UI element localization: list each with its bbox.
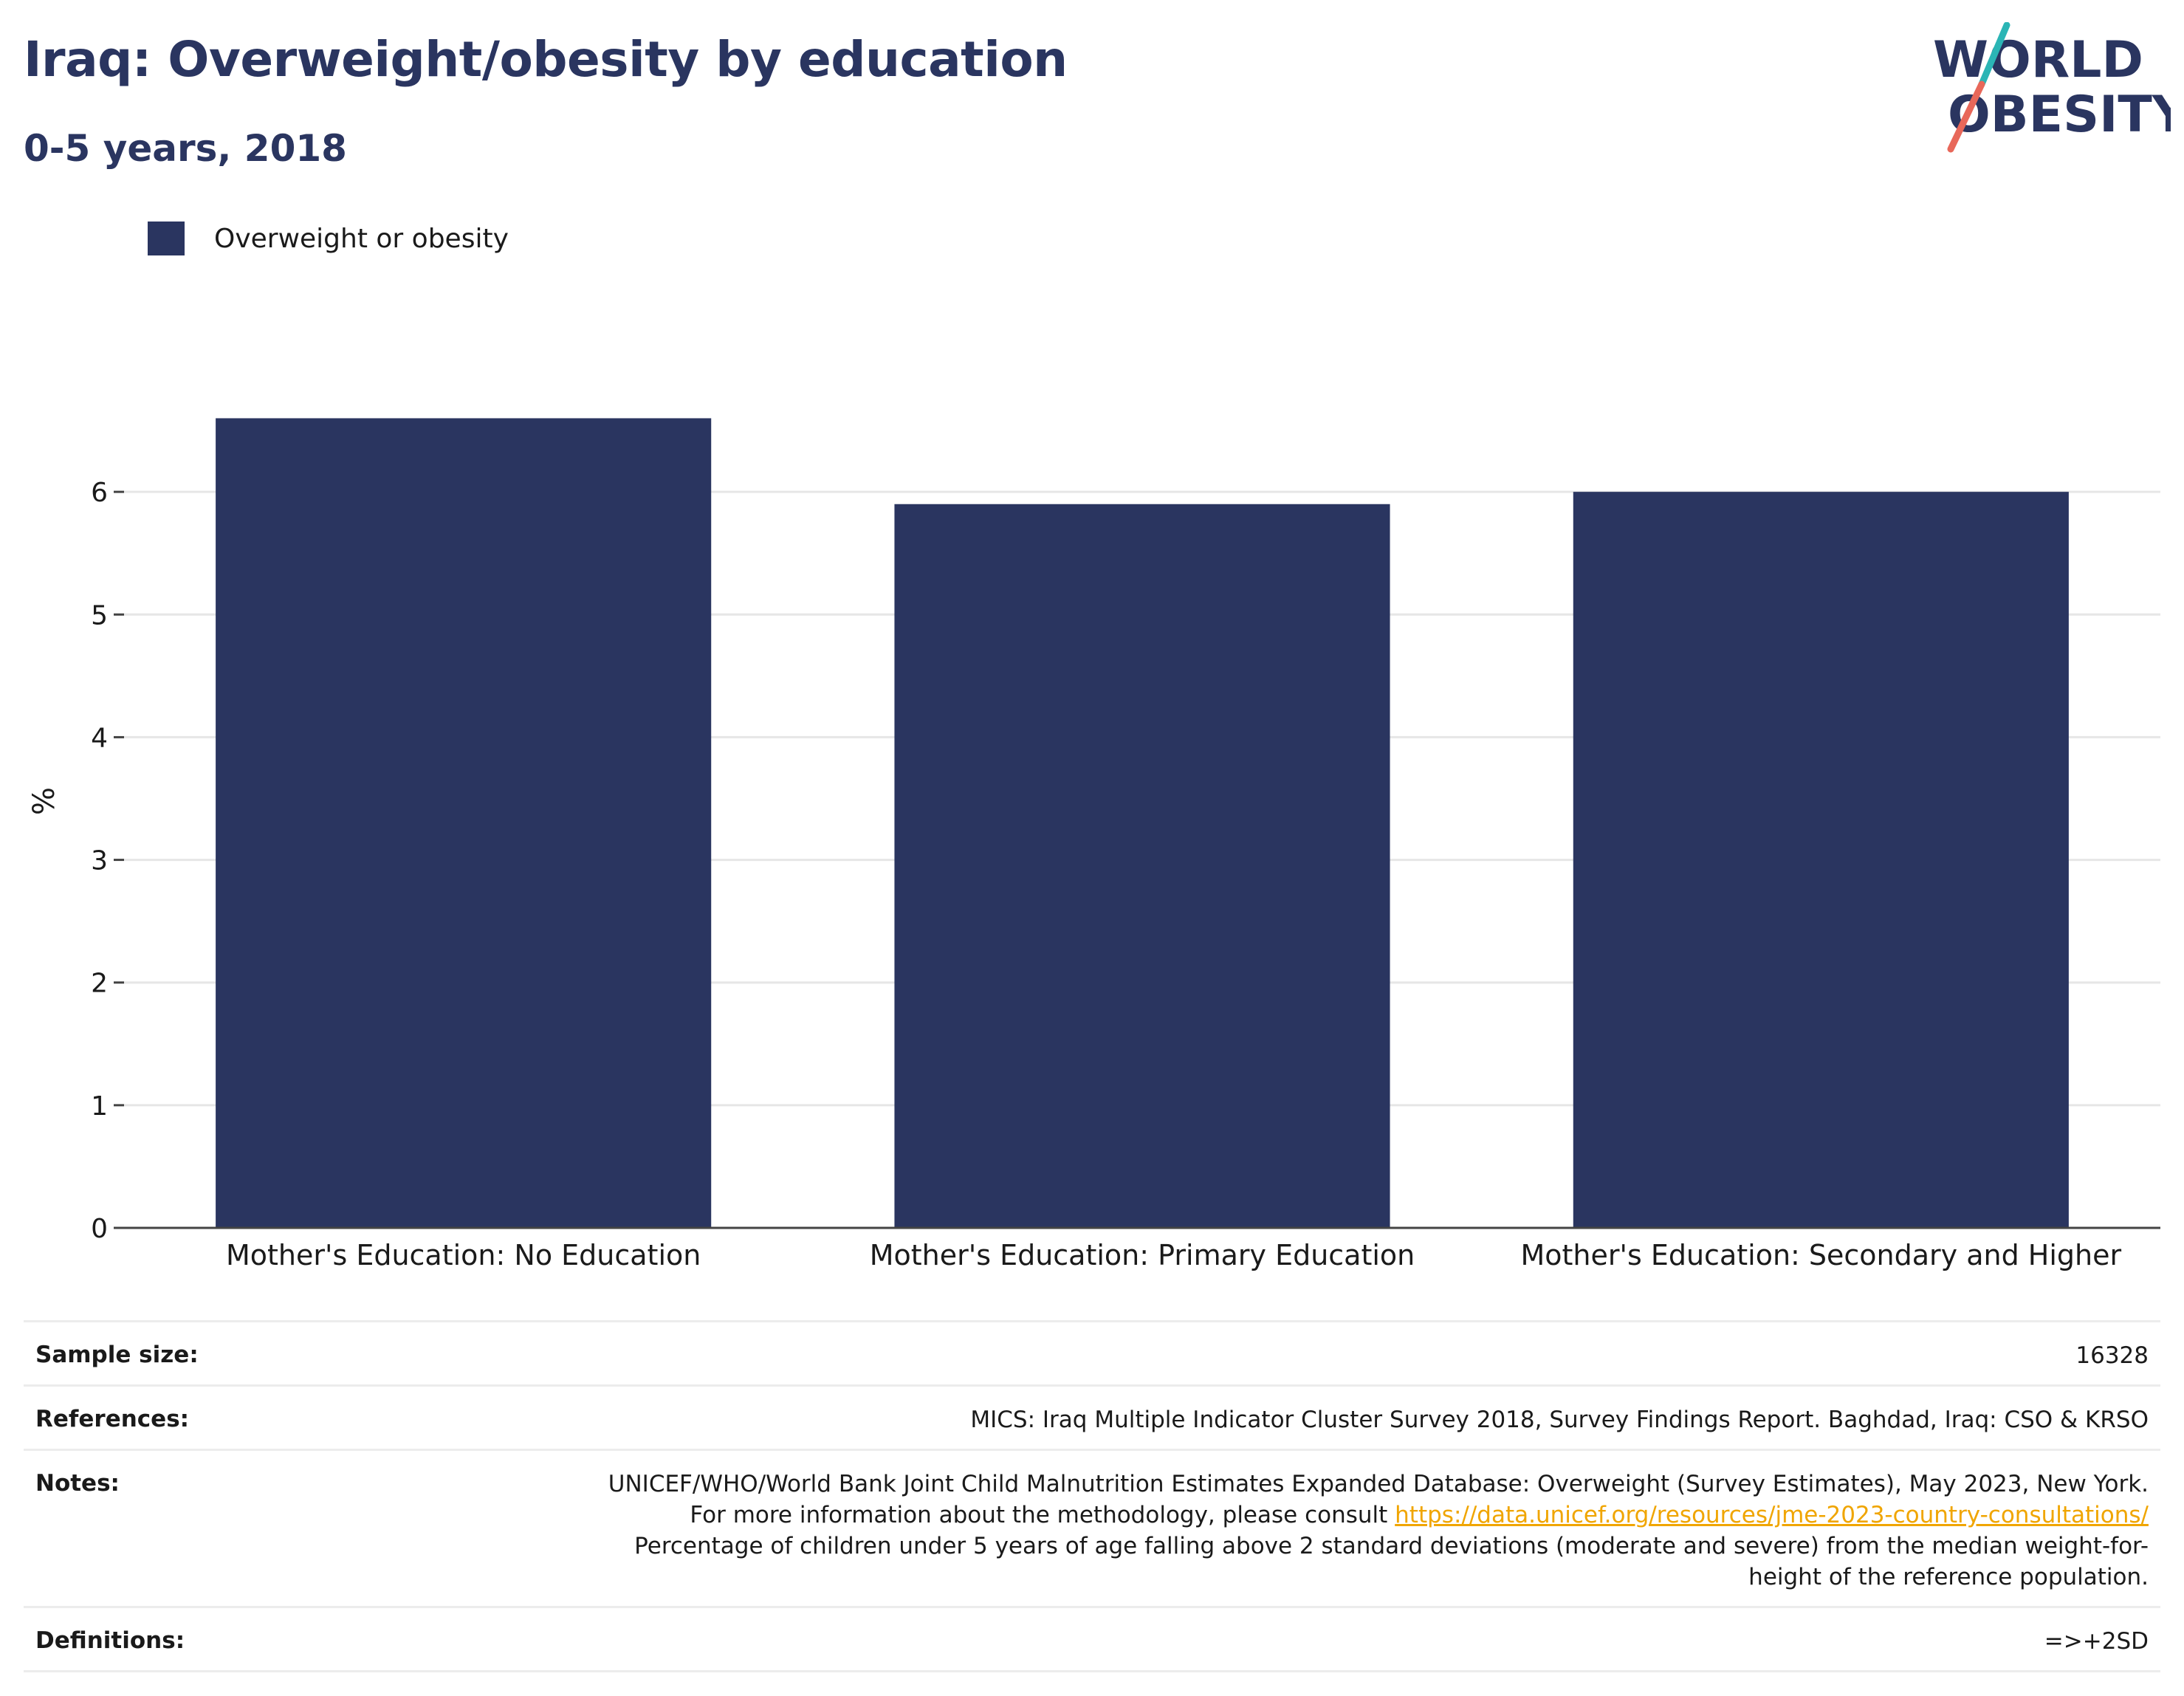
sample-size-value: 16328 — [2075, 1342, 2149, 1369]
references-value: MICS: Iraq Multiple Indicator Cluster Su… — [970, 1407, 2149, 1433]
sample-size-label: Sample size: — [35, 1342, 199, 1368]
legend-swatch — [148, 222, 185, 255]
bar — [216, 418, 712, 1228]
notes-label: Notes: — [35, 1470, 120, 1497]
references-label: References: — [35, 1406, 190, 1432]
logo-teal-slash — [1978, 22, 2010, 88]
info-row-notes: Notes: UNICEF/WHO/World Bank Joint Child… — [24, 1449, 2160, 1606]
y-tick-label: 4 — [91, 723, 108, 753]
chart-subtitle: 0-5 years, 2018 — [24, 127, 347, 170]
bar-chart: 0 1 2 3 4 5 6 Mother's Education: No Education M… — [91, 418, 2160, 1271]
info-row-sample-size: Sample size: 16328 — [24, 1320, 2160, 1384]
chart-legend: Overweight or obesity — [148, 220, 509, 257]
y-tick-label: 1 — [91, 1091, 108, 1122]
notes-value: UNICEF/WHO/World Bank Joint Child Malnut… — [576, 1469, 2149, 1593]
chart-title: Iraq: Overweight/obesity by education — [24, 31, 1068, 88]
info-table: Sample size: 16328 References: MICS: Ira… — [24, 1320, 2160, 1672]
notes-link[interactable]: https://data.unicef.org/resources/jme-20… — [1395, 1502, 2149, 1528]
x-tick-label: Mother's Education: Primary Education — [870, 1239, 1415, 1271]
world-obesity-logo: WORLD OBESITY — [1933, 22, 2171, 153]
legend-label: Overweight or obesity — [214, 223, 509, 254]
bar — [894, 504, 1390, 1228]
y-tick-label: 2 — [91, 969, 108, 999]
bar — [1573, 492, 2069, 1228]
y-tick-label: 6 — [91, 478, 108, 508]
definitions-label: Definitions: — [35, 1627, 185, 1654]
logo-text-world: WORLD — [1933, 31, 2143, 89]
y-tick-label: 5 — [91, 600, 108, 631]
definitions-value: =>+2SD — [2044, 1628, 2149, 1655]
info-row-references: References: MICS: Iraq Multiple Indicato… — [24, 1384, 2160, 1449]
notes-text-after: Percentage of children under 5 years of … — [634, 1533, 2149, 1590]
y-tick-label: 0 — [91, 1214, 108, 1244]
info-row-definitions: Definitions: =>+2SD — [24, 1606, 2160, 1672]
notes-text-before: UNICEF/WHO/World Bank Joint Child Malnut… — [608, 1471, 2149, 1528]
logo-coral-slash — [1947, 80, 1985, 153]
x-tick-label: Mother's Education: No Education — [226, 1239, 701, 1271]
x-tick-label: Mother's Education: Secondary and Higher — [1521, 1239, 2122, 1271]
logo-text-obesity: OBESITY — [1948, 86, 2171, 144]
y-tick-label: 3 — [91, 846, 108, 876]
